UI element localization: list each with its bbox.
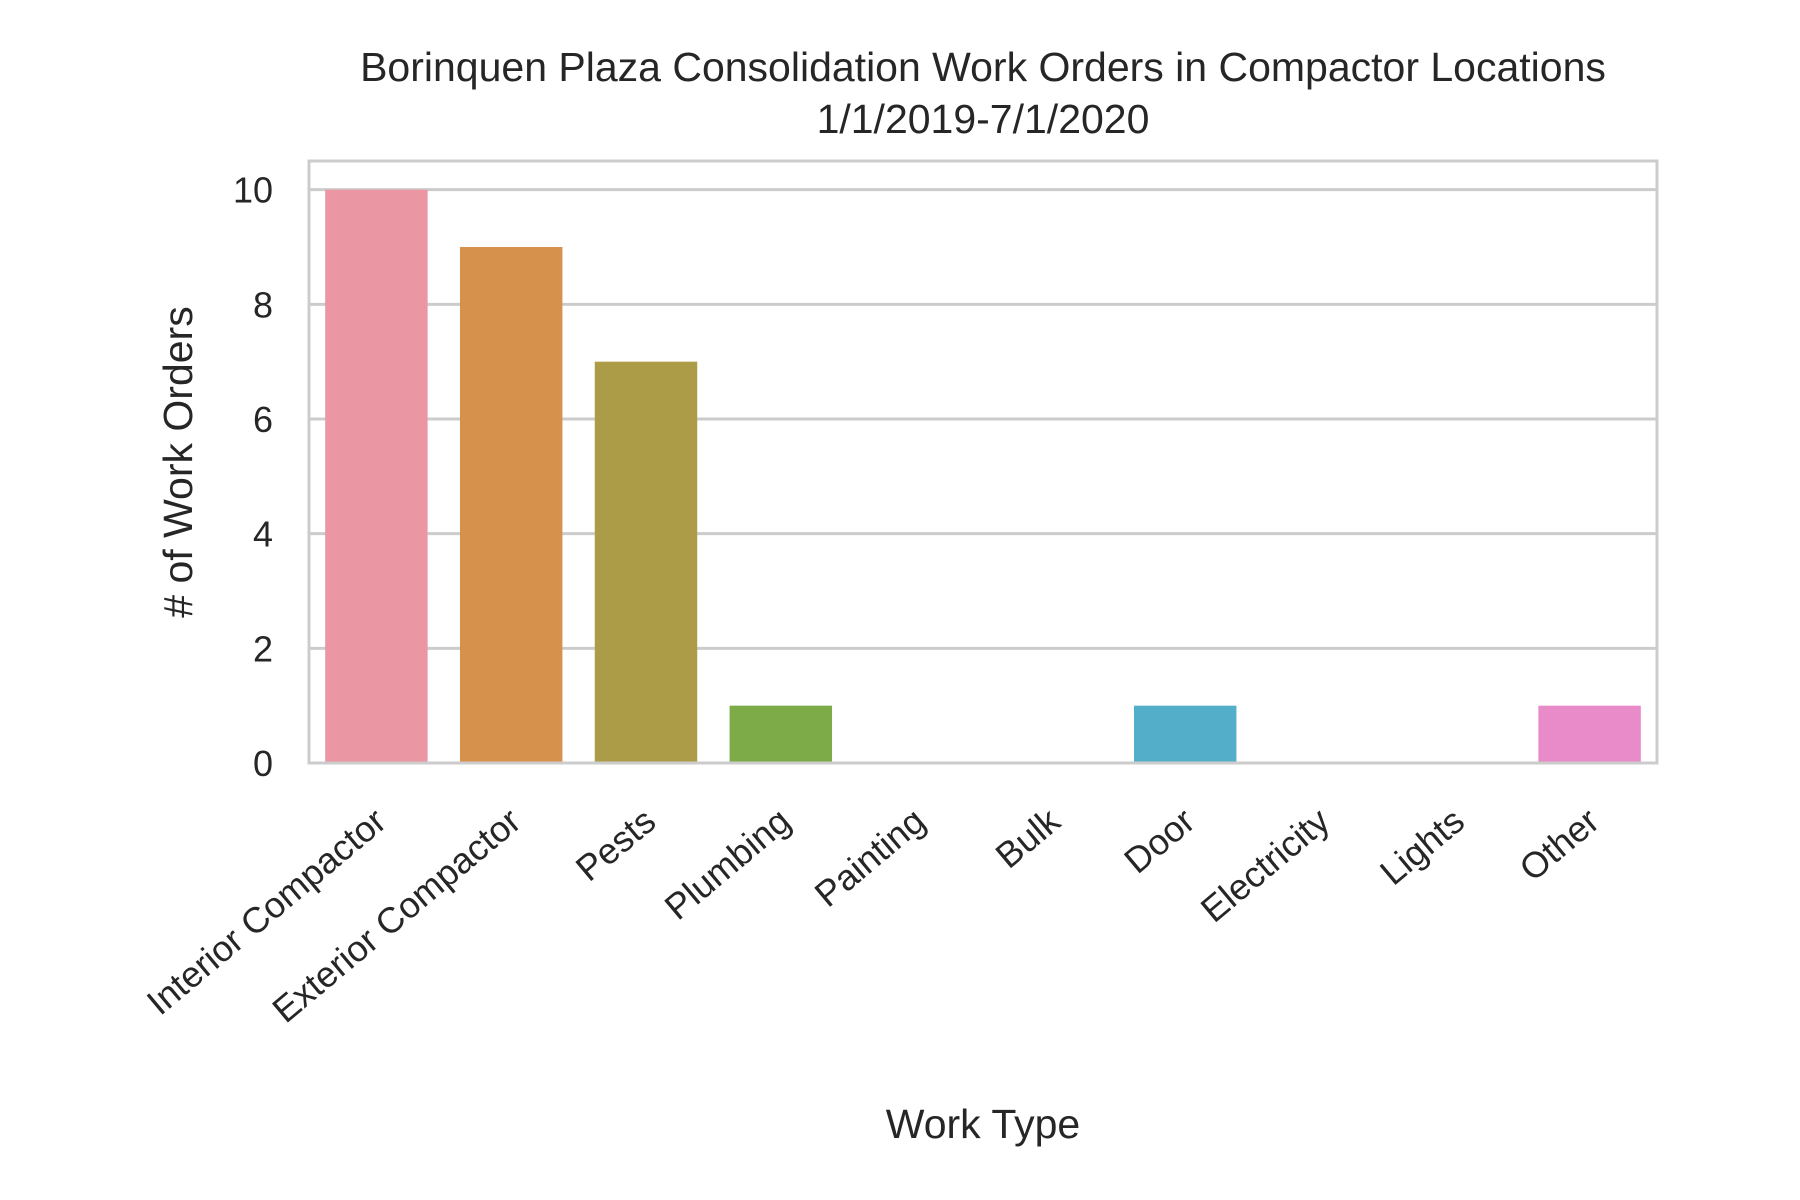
y-tick-label: 8 [253,284,273,325]
y-tick-label: 0 [253,743,273,784]
bars [325,189,1641,763]
chart-subtitle: 1/1/2019-7/1/2020 [817,96,1150,142]
x-tick-label: Electricity [1193,800,1337,930]
plot-frame [307,159,1659,765]
bar-plumbing [729,705,833,763]
chart-title: Borinquen Plaza Consolidation Work Order… [360,44,1606,90]
x-tick-label: Interior Compactor [139,800,394,1023]
y-axis-label: # of Work Orders [155,306,201,617]
x-tick-label: Pests [568,800,663,889]
x-tick-label: Painting [807,800,933,915]
bar-pests [594,361,698,763]
x-tick-label: Lights [1372,800,1472,893]
x-tick-label: Exterior Compactor [264,800,528,1031]
y-tick-label: 4 [253,514,273,555]
bar-interior-compactor [325,189,428,763]
y-tick-labels: 0 2 4 6 8 10 [233,170,273,784]
x-tick-label: Other [1511,800,1606,889]
bar-door [1133,705,1237,763]
bar-other [1538,705,1641,763]
x-tick-label: Door [1116,800,1202,882]
y-tick-label: 6 [253,399,273,440]
x-axis-label: Work Type [886,1101,1080,1147]
y-tick-label: 2 [253,628,273,669]
x-tick-label: Plumbing [657,800,798,928]
bar-exterior-compactor [459,247,563,763]
x-tick-label: Bulk [988,799,1069,876]
y-tick-label: 10 [233,170,273,211]
